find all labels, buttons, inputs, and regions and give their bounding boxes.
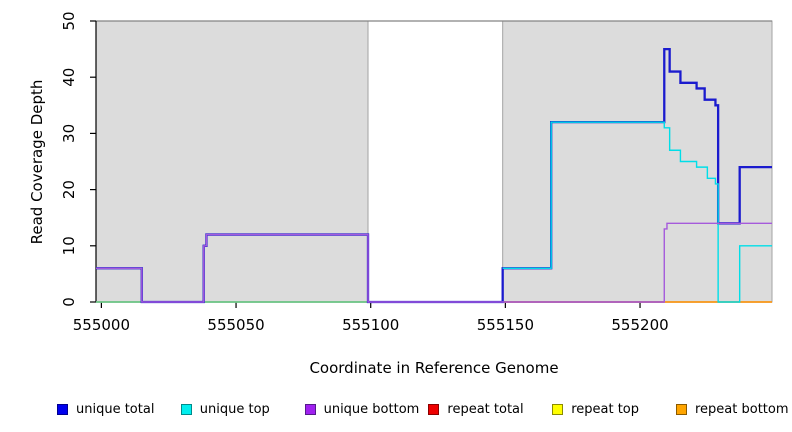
legend-swatch-unique-bottom (304, 403, 316, 415)
legend-swatch-repeat-bottom (676, 403, 687, 415)
legend-item-repeat-bottom: repeat bottom (676, 400, 789, 418)
legend-swatch-unique-top (180, 403, 192, 415)
shaded-region (502, 20, 773, 303)
shaded-region (95, 20, 369, 303)
series-line-unique-top (502, 121, 772, 303)
x-tick-label: 555050 (207, 316, 264, 334)
legend-swatch-unique-total (57, 403, 68, 415)
x-tick-label: 555100 (342, 316, 399, 334)
x-tick-label: 555000 (73, 316, 130, 334)
legend-label: repeat total (447, 401, 524, 417)
legend-label: unique bottom (323, 401, 420, 417)
y-tick-label: 20 (60, 180, 78, 199)
legend-label: unique total (76, 401, 155, 417)
y-tick-label: 40 (60, 68, 78, 87)
x-tick-label: 555200 (611, 316, 668, 334)
legend-item-unique-total: unique total (57, 400, 154, 418)
legend-item-unique-bottom: unique bottom (304, 400, 420, 418)
legend-swatch-repeat-top (552, 403, 564, 415)
y-tick-label: 10 (60, 236, 78, 255)
y-axis-title: Read Coverage Depth (28, 79, 46, 245)
legend-swatch-repeat-total (428, 403, 440, 415)
legend-label: unique top (199, 401, 270, 417)
legend-item-repeat-total: repeat total (428, 400, 524, 418)
y-tick-label: 50 (60, 11, 78, 30)
y-tick-label: 30 (60, 124, 78, 143)
x-tick-label: 555150 (477, 316, 534, 334)
legend-label: repeat top (571, 401, 639, 417)
x-axis-title: Coordinate in Reference Genome (309, 359, 559, 377)
legend-item-unique-top: unique top (180, 400, 270, 418)
y-tick-label: 0 (60, 297, 78, 307)
legend-item-repeat-top: repeat top (552, 400, 639, 418)
legend-label: repeat bottom (695, 401, 789, 417)
legend: unique total unique top unique bottom repea… (0, 400, 792, 420)
series-line-unique-bottom (96, 222, 772, 303)
